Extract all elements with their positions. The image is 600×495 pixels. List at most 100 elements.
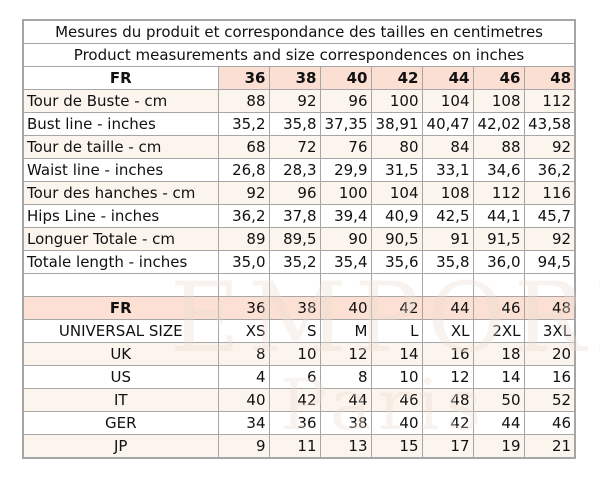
table-row: Hips Line - inches 36,2 37,8 39,4 40,9 4… — [22, 204, 576, 228]
cell-value: 35,4 — [319, 250, 372, 274]
cell-value: 9 — [217, 434, 270, 459]
title-en: Product measurements and size correspond… — [22, 43, 576, 67]
empty-cell — [523, 273, 576, 297]
empty-cell — [472, 273, 525, 297]
row-label: Waist line - inches — [22, 158, 219, 182]
cell-value: 36,0 — [472, 250, 525, 274]
cell-value: 45,7 — [523, 204, 576, 228]
cell-value: 36,2 — [523, 158, 576, 182]
empty-cell — [22, 273, 219, 297]
size-header: 46 — [472, 66, 525, 90]
cell-value: 8 — [217, 342, 270, 366]
size-header: 40 — [319, 296, 372, 320]
cell-value: 104 — [421, 89, 474, 113]
cell-value: S — [268, 319, 321, 343]
row-label: Tour de taille - cm — [22, 135, 219, 159]
cell-value: 37,35 — [319, 112, 372, 136]
cell-value: 17 — [421, 434, 474, 459]
cell-value: 14 — [370, 342, 423, 366]
empty-cell — [319, 273, 372, 297]
title-fr: Mesures du produit et correspondance des… — [22, 19, 576, 44]
empty-cell — [268, 273, 321, 297]
cell-value: 40,9 — [370, 204, 423, 228]
cell-value: 40,47 — [421, 112, 474, 136]
cell-value: XS — [217, 319, 270, 343]
cell-value: 42 — [268, 388, 321, 412]
cell-value: 96 — [268, 181, 321, 205]
cell-value: 28,3 — [268, 158, 321, 182]
row-label: Totale length - inches — [22, 250, 219, 274]
table-row: Tour de Buste - cm 88 92 96 100 104 108 … — [22, 89, 576, 113]
empty-cell — [217, 273, 270, 297]
table-row: GER 34 36 38 40 42 44 46 — [22, 411, 576, 435]
measurements-header-row: FR 36 38 40 42 44 46 48 — [22, 66, 576, 90]
size-chart-table: Mesures du produit et correspondance des… — [22, 19, 577, 459]
cell-value: 18 — [472, 342, 525, 366]
cell-value: XL — [421, 319, 474, 343]
cell-value: 38,91 — [370, 112, 423, 136]
cell-value: 52 — [523, 388, 576, 412]
size-header: 44 — [421, 66, 474, 90]
cell-value: 112 — [523, 89, 576, 113]
cell-value: 2XL — [472, 319, 525, 343]
table-row: US 4 6 8 10 12 14 16 — [22, 365, 576, 389]
size-header: 48 — [523, 66, 576, 90]
cell-value: 16 — [523, 365, 576, 389]
cell-value: 35,2 — [217, 112, 270, 136]
cell-value: 19 — [472, 434, 525, 459]
cell-value: 90 — [319, 227, 372, 251]
row-label: US — [22, 365, 219, 389]
row-label: Longuer Totale - cm — [22, 227, 219, 251]
cell-value: 96 — [319, 89, 372, 113]
cell-value: 35,0 — [217, 250, 270, 274]
size-header: 42 — [370, 66, 423, 90]
table-row: Waist line - inches 26,8 28,3 29,9 31,5 … — [22, 158, 576, 182]
cell-value: 100 — [319, 181, 372, 205]
cell-value: 8 — [319, 365, 372, 389]
cell-value: 88 — [472, 135, 525, 159]
row-label: UK — [22, 342, 219, 366]
cell-value: 44 — [472, 411, 525, 435]
cell-value: 100 — [370, 89, 423, 113]
table-row: Tour des hanches - cm 92 96 100 104 108 … — [22, 181, 576, 205]
cell-value: 104 — [370, 181, 423, 205]
cell-value: 91 — [421, 227, 474, 251]
cell-value: 21 — [523, 434, 576, 459]
table-row: UNIVERSAL SIZE XS S M L XL 2XL 3XL — [22, 319, 576, 343]
cell-value: 92 — [523, 135, 576, 159]
cell-value: 11 — [268, 434, 321, 459]
cell-value: 50 — [472, 388, 525, 412]
cell-value: 40 — [370, 411, 423, 435]
size-header: 40 — [319, 66, 372, 90]
row-label: GER — [22, 411, 219, 435]
cell-value: 42,02 — [472, 112, 525, 136]
cell-value: 92 — [268, 89, 321, 113]
cell-value: 10 — [268, 342, 321, 366]
size-header: 48 — [523, 296, 576, 320]
cell-value: 35,8 — [421, 250, 474, 274]
cell-value: 12 — [319, 342, 372, 366]
cell-value: 37,8 — [268, 204, 321, 228]
cell-value: 38 — [319, 411, 372, 435]
cell-value: M — [319, 319, 372, 343]
table-row: Tour de taille - cm 68 72 76 80 84 88 92 — [22, 135, 576, 159]
cell-value: 6 — [268, 365, 321, 389]
row-label: Tour des hanches - cm — [22, 181, 219, 205]
cell-value: 90,5 — [370, 227, 423, 251]
cell-value: 33,1 — [421, 158, 474, 182]
size-header: 46 — [472, 296, 525, 320]
size-header: 38 — [268, 66, 321, 90]
cell-value: 36,2 — [217, 204, 270, 228]
cell-value: 43,58 — [523, 112, 576, 136]
cell-value: 76 — [319, 135, 372, 159]
row-label: Bust line - inches — [22, 112, 219, 136]
cell-value: 15 — [370, 434, 423, 459]
cell-value: 16 — [421, 342, 474, 366]
cell-value: 44,1 — [472, 204, 525, 228]
row-label: UNIVERSAL SIZE — [22, 319, 219, 343]
title-row-en: Product measurements and size correspond… — [22, 43, 576, 67]
cell-value: 35,2 — [268, 250, 321, 274]
table-row: Bust line - inches 35,2 35,8 37,35 38,91… — [22, 112, 576, 136]
cell-value: 46 — [370, 388, 423, 412]
row-label: Hips Line - inches — [22, 204, 219, 228]
